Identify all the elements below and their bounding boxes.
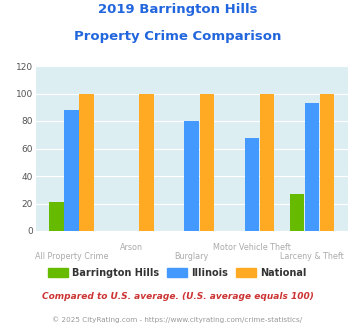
Text: All Property Crime: All Property Crime	[35, 252, 108, 261]
Text: Property Crime Comparison: Property Crime Comparison	[74, 30, 281, 43]
Bar	[200, 93, 214, 231]
Legend: Barrington Hills, Illinois, National: Barrington Hills, Illinois, National	[44, 264, 311, 282]
Text: 2019 Barrington Hills: 2019 Barrington Hills	[98, 3, 257, 16]
Bar	[140, 93, 154, 231]
Bar	[80, 93, 94, 231]
Bar	[245, 138, 259, 231]
Text: © 2025 CityRating.com - https://www.cityrating.com/crime-statistics/: © 2025 CityRating.com - https://www.city…	[53, 317, 302, 323]
Bar	[290, 194, 304, 231]
Bar	[320, 93, 334, 231]
Text: Burglary: Burglary	[175, 252, 209, 261]
Bar	[305, 103, 319, 231]
Text: Larceny & Theft: Larceny & Theft	[280, 252, 344, 261]
Text: Motor Vehicle Theft: Motor Vehicle Theft	[213, 243, 291, 251]
Bar	[49, 202, 64, 231]
Bar	[185, 121, 199, 231]
Text: Arson: Arson	[120, 243, 143, 251]
Bar	[260, 93, 274, 231]
Bar	[64, 110, 79, 231]
Text: Compared to U.S. average. (U.S. average equals 100): Compared to U.S. average. (U.S. average …	[42, 292, 313, 301]
